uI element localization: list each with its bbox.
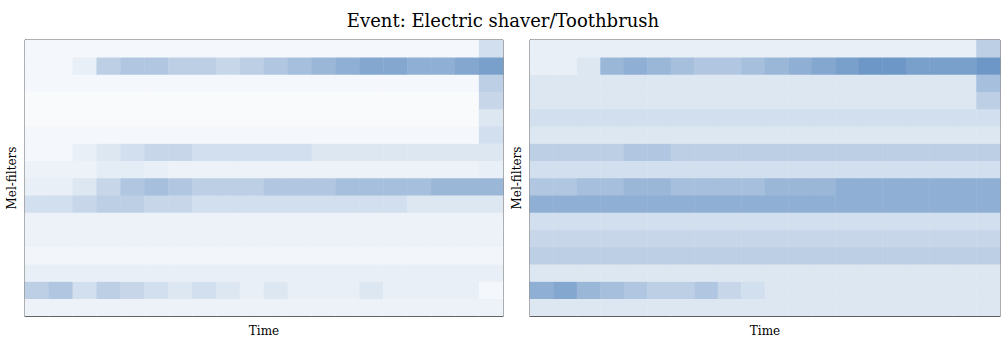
svg-text:Time: Time bbox=[249, 324, 279, 338]
svg-text:Mel-filters: Mel-filters bbox=[510, 147, 524, 210]
svg-text:Mel-filters: Mel-filters bbox=[5, 147, 19, 210]
svg-text:Event: Electric shaver/Toothbr: Event: Electric shaver/Toothbrush bbox=[347, 10, 660, 31]
svg-text:Time: Time bbox=[750, 324, 780, 338]
